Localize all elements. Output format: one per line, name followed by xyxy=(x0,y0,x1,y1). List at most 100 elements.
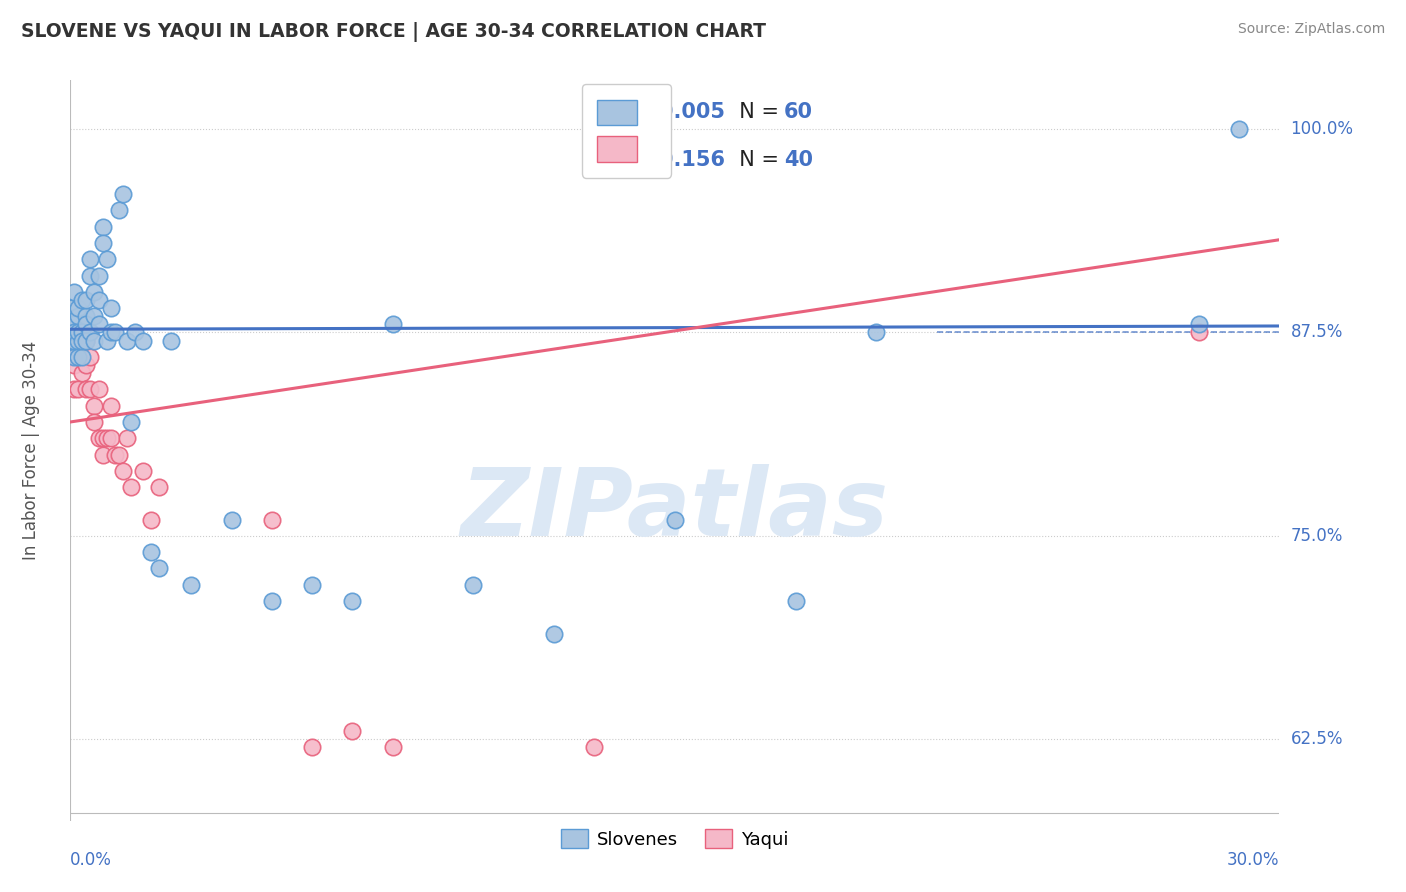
Point xyxy=(67,350,90,364)
Point xyxy=(79,252,101,267)
Point xyxy=(75,310,97,324)
Point xyxy=(96,431,118,445)
Point xyxy=(87,431,110,445)
Point xyxy=(664,513,686,527)
Point xyxy=(72,293,94,307)
Point xyxy=(67,326,90,340)
Point xyxy=(79,326,101,340)
Text: 75.0%: 75.0% xyxy=(1291,527,1343,545)
Point xyxy=(148,561,170,575)
Point xyxy=(107,448,129,462)
Point xyxy=(180,577,202,591)
Point xyxy=(59,350,82,364)
Point xyxy=(79,383,101,397)
Point xyxy=(75,318,97,332)
Point xyxy=(342,724,364,739)
Point xyxy=(115,334,138,348)
Point xyxy=(132,464,155,478)
Point xyxy=(100,326,122,340)
Text: 87.5%: 87.5% xyxy=(1291,324,1343,342)
Point xyxy=(59,314,82,328)
Point xyxy=(75,383,97,397)
Point xyxy=(72,350,94,364)
Text: 100.0%: 100.0% xyxy=(1291,120,1354,138)
Point xyxy=(139,513,162,527)
Point xyxy=(91,448,114,462)
Point xyxy=(75,358,97,372)
Legend: Slovenes, Yaqui: Slovenes, Yaqui xyxy=(554,822,796,856)
Text: R =: R = xyxy=(605,102,650,122)
Point xyxy=(381,740,404,755)
Text: 62.5%: 62.5% xyxy=(1291,731,1343,748)
Point xyxy=(75,334,97,348)
Point xyxy=(96,252,118,267)
Point xyxy=(59,326,82,340)
Point xyxy=(120,480,142,494)
Point xyxy=(87,268,110,283)
Point xyxy=(83,310,105,324)
Point xyxy=(91,235,114,250)
Point xyxy=(63,350,86,364)
Point xyxy=(104,326,127,340)
Point xyxy=(100,301,122,315)
Text: 40: 40 xyxy=(783,151,813,170)
Text: 0.005: 0.005 xyxy=(659,102,725,122)
Point xyxy=(75,334,97,348)
Point xyxy=(72,334,94,348)
Point xyxy=(111,187,134,202)
Point xyxy=(63,358,86,372)
Point xyxy=(132,334,155,348)
Text: N =: N = xyxy=(725,102,785,122)
Point xyxy=(67,334,90,348)
Point xyxy=(83,399,105,413)
Point xyxy=(785,594,807,608)
Text: 0.156: 0.156 xyxy=(659,151,725,170)
Point xyxy=(111,464,134,478)
Point xyxy=(301,577,323,591)
Point xyxy=(83,285,105,299)
Text: R =: R = xyxy=(605,151,650,170)
Point xyxy=(59,301,82,315)
Point xyxy=(59,334,82,348)
Point xyxy=(100,431,122,445)
Point xyxy=(87,293,110,307)
Point xyxy=(59,326,82,340)
Text: SLOVENE VS YAQUI IN LABOR FORCE | AGE 30-34 CORRELATION CHART: SLOVENE VS YAQUI IN LABOR FORCE | AGE 30… xyxy=(21,22,766,42)
Point xyxy=(148,480,170,494)
Text: N =: N = xyxy=(725,151,785,170)
Point xyxy=(260,513,283,527)
Point xyxy=(79,268,101,283)
Point xyxy=(87,383,110,397)
Point xyxy=(543,626,565,640)
Point xyxy=(91,219,114,234)
Point xyxy=(96,334,118,348)
Point xyxy=(124,326,146,340)
Point xyxy=(1188,318,1211,332)
Point xyxy=(107,203,129,218)
Point xyxy=(120,415,142,429)
Point xyxy=(83,415,105,429)
Point xyxy=(63,318,86,332)
Point xyxy=(91,431,114,445)
Point xyxy=(100,399,122,413)
Point xyxy=(342,594,364,608)
Point xyxy=(67,301,90,315)
Point xyxy=(1188,326,1211,340)
Text: Source: ZipAtlas.com: Source: ZipAtlas.com xyxy=(1237,22,1385,37)
Point xyxy=(1227,122,1250,136)
Point xyxy=(160,334,183,348)
Point xyxy=(72,326,94,340)
Point xyxy=(75,293,97,307)
Point xyxy=(301,740,323,755)
Point xyxy=(67,310,90,324)
Text: In Labor Force | Age 30-34: In Labor Force | Age 30-34 xyxy=(22,341,39,560)
Point xyxy=(381,318,404,332)
Point xyxy=(104,448,127,462)
Point xyxy=(260,594,283,608)
Point xyxy=(139,545,162,559)
Point xyxy=(63,334,86,348)
Point xyxy=(67,350,90,364)
Point xyxy=(221,513,243,527)
Point xyxy=(83,334,105,348)
Point xyxy=(63,285,86,299)
